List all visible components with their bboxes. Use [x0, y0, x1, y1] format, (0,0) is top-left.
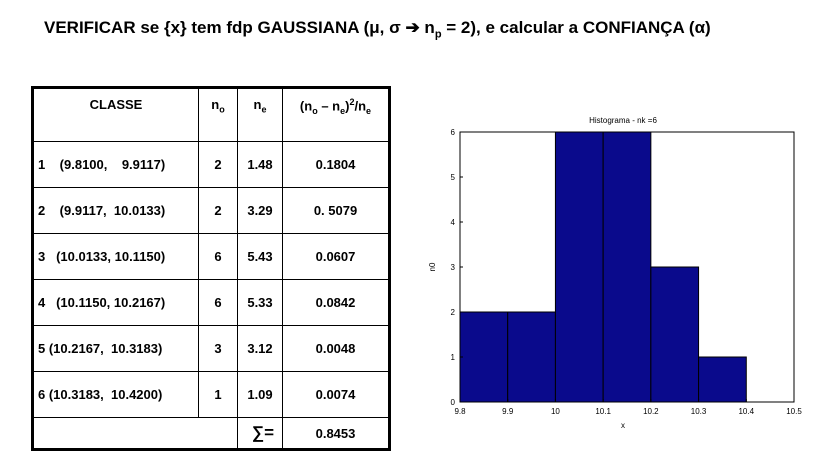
histogram-bar: [650, 266, 700, 403]
header-no: no: [198, 87, 238, 142]
table-row: 2 (9.9117, 10.0133) 2 3.29 0. 5079: [32, 187, 390, 234]
cell-ne: 1.48: [237, 141, 283, 188]
table-header-row: CLASSE no ne (no – ne)2/ne: [32, 87, 390, 142]
x-axis-label: x: [621, 421, 625, 430]
table-row: 3 (10.0133, 10.1150) 6 5.43 0.0607: [32, 233, 390, 280]
cell-ne: 3.29: [237, 187, 283, 234]
histogram-bar: [602, 131, 652, 403]
chi-square-table: CLASSE no ne (no – ne)2/ne 1 (9.8100, 9.…: [31, 86, 391, 451]
x-tick-label: 9.8: [454, 407, 466, 416]
sum-label: ∑=: [237, 417, 283, 450]
slide-title: VERIFICAR se {x} tem fdp GAUSSIANA (μ, σ…: [44, 18, 711, 40]
x-tick-label: 9.9: [502, 407, 514, 416]
header-chi-term: (no – ne)2/ne: [282, 87, 390, 142]
cell-chi: 0.0607: [282, 233, 390, 280]
histogram-bar: [507, 311, 556, 403]
x-tick-label: 10.3: [691, 407, 707, 416]
y-tick-label: 4: [451, 218, 456, 227]
cell-chi: 0.1804: [282, 141, 390, 188]
cell-no: 3: [198, 325, 238, 372]
histogram-bar: [698, 356, 747, 403]
title-part2: = 2), e calcular a CONFIANÇA (α): [441, 18, 711, 37]
y-tick-label: 1: [451, 353, 456, 362]
table-row: 5 (10.2167, 10.3183) 3 3.12 0.0048: [32, 325, 390, 372]
y-tick-label: 5: [451, 173, 456, 182]
cell-classe: 5 (10.2167, 10.3183): [32, 325, 199, 372]
cell-chi: 0.0048: [282, 325, 390, 372]
cell-classe: 6 (10.3183, 10.4200): [32, 371, 199, 418]
histogram-bar: [554, 131, 604, 403]
cell-no: 2: [198, 141, 238, 188]
table-row: 1 (9.8100, 9.9117) 2 1.48 0.1804: [32, 141, 390, 188]
x-tick-label: 10.4: [738, 407, 754, 416]
histogram-bar: [459, 311, 509, 403]
y-tick-label: 2: [451, 308, 456, 317]
y-axis-label: n0: [428, 262, 437, 271]
x-tick-label: 10: [551, 407, 560, 416]
y-tick-label: 6: [451, 128, 456, 137]
sum-row: ∑= 0.8453: [32, 417, 390, 450]
cell-chi: 0.0842: [282, 279, 390, 326]
cell-ne: 3.12: [237, 325, 283, 372]
y-tick-label: 3: [451, 263, 456, 272]
cell-classe: 1 (9.8100, 9.9117): [32, 141, 199, 188]
cell-ne: 1.09: [237, 371, 283, 418]
cell-classe: 3 (10.0133, 10.1150): [32, 233, 199, 280]
x-tick-label: 10.5: [786, 407, 802, 416]
cell-ne: 5.33: [237, 279, 283, 326]
table-row: 6 (10.3183, 10.4200) 1 1.09 0.0074: [32, 371, 390, 418]
sum-blank: [32, 417, 238, 450]
x-tick-label: 10.1: [595, 407, 611, 416]
histogram-chart: Histograma - nk =6 9.8 9.9 10 10.1 10.2 10.3 1…: [428, 116, 802, 430]
cell-no: 6: [198, 279, 238, 326]
table-row: 4 (10.1150, 10.2167) 6 5.33 0.0842: [32, 279, 390, 326]
cell-classe: 2 (9.9117, 10.0133): [32, 187, 199, 234]
chart-title: Histograma - nk =6: [589, 116, 657, 125]
title-part1: VERIFICAR se {x} tem fdp GAUSSIANA (μ, σ…: [44, 18, 435, 37]
x-tick-label: 10.2: [643, 407, 659, 416]
cell-no: 6: [198, 233, 238, 280]
cell-chi: 0. 5079: [282, 187, 390, 234]
cell-no: 1: [198, 371, 238, 418]
sum-value: 0.8453: [282, 417, 390, 450]
title-subscript: p: [434, 28, 442, 41]
cell-ne: 5.43: [237, 233, 283, 280]
header-ne: ne: [237, 87, 283, 142]
cell-no: 2: [198, 187, 238, 234]
header-classe: CLASSE: [32, 87, 199, 142]
cell-classe: 4 (10.1150, 10.2167): [32, 279, 199, 326]
cell-chi: 0.0074: [282, 371, 390, 418]
y-tick-label: 0: [451, 398, 456, 407]
